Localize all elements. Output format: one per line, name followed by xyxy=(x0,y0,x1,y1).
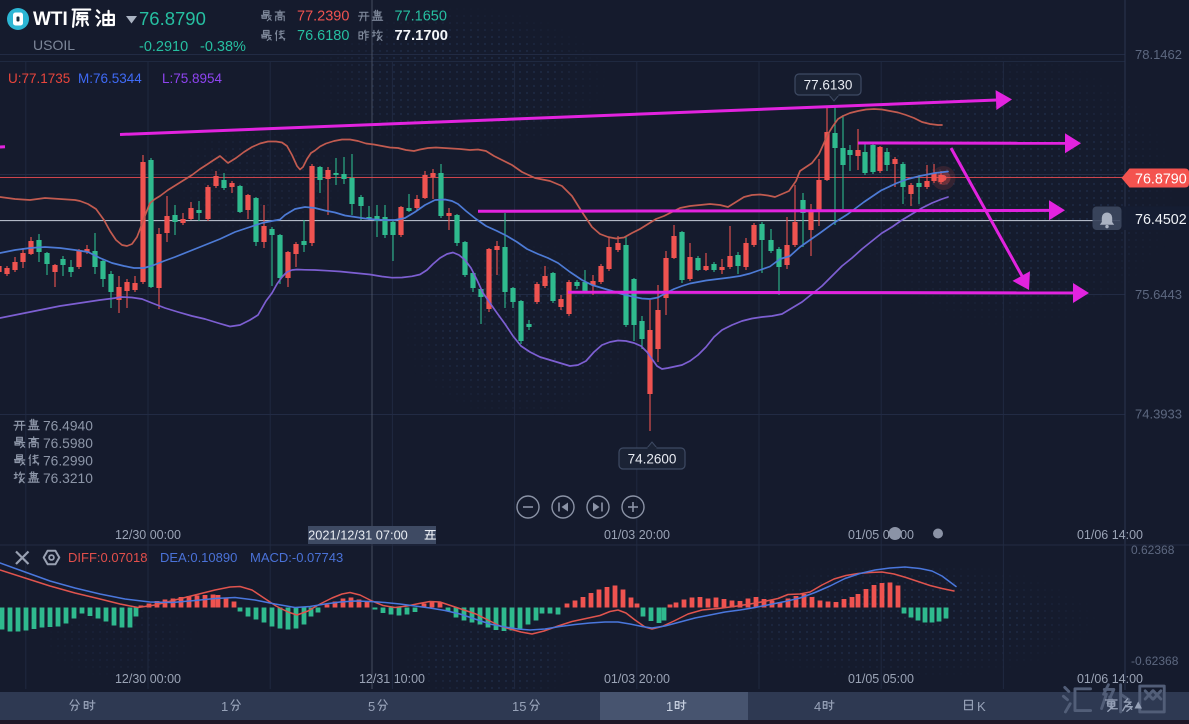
svg-text:78.1462: 78.1462 xyxy=(1135,47,1182,62)
svg-text:76.8790: 76.8790 xyxy=(1135,171,1187,187)
svg-text:01/05 05:00: 01/05 05:00 xyxy=(848,528,914,542)
svg-text:01/03 20:00: 01/03 20:00 xyxy=(604,528,670,542)
svg-text:76.3210: 76.3210 xyxy=(43,471,93,486)
svg-text:DIFF:0.07018: DIFF:0.07018 xyxy=(68,550,148,565)
svg-text:74.2600: 74.2600 xyxy=(628,452,677,467)
svg-text:77.1700: 77.1700 xyxy=(395,28,449,44)
svg-text:-0.38%: -0.38% xyxy=(200,39,246,55)
svg-text:01/06 14:00: 01/06 14:00 xyxy=(1077,528,1143,542)
svg-text:DEA:0.10890: DEA:0.10890 xyxy=(160,550,237,565)
svg-text:01/03 20:00: 01/03 20:00 xyxy=(604,672,670,686)
svg-text:MACD:-0.07743: MACD:-0.07743 xyxy=(250,550,343,565)
svg-text:77.2390: 77.2390 xyxy=(297,8,349,24)
svg-text:2021/12/31 07:00: 2021/12/31 07:00 xyxy=(308,528,408,543)
svg-text:1: 1 xyxy=(666,699,673,714)
svg-text:12/30 00:00: 12/30 00:00 xyxy=(115,672,181,686)
svg-text:15: 15 xyxy=(512,699,526,714)
svg-text:76.5980: 76.5980 xyxy=(43,436,93,451)
svg-text:-0.2910: -0.2910 xyxy=(139,39,188,55)
svg-text:4: 4 xyxy=(814,699,821,714)
svg-text:12/30 00:00: 12/30 00:00 xyxy=(115,528,181,542)
svg-text:77.1650: 77.1650 xyxy=(395,8,447,24)
svg-text:74.3933: 74.3933 xyxy=(1135,407,1182,422)
svg-text:12/31 10:00: 12/31 10:00 xyxy=(359,672,425,686)
svg-text:76.6180: 76.6180 xyxy=(297,28,349,44)
svg-text:75.6443: 75.6443 xyxy=(1135,287,1182,302)
svg-text:U:77.1735: U:77.1735 xyxy=(8,71,70,86)
svg-text:76.4502: 76.4502 xyxy=(1135,212,1187,228)
svg-text:K: K xyxy=(977,699,986,714)
svg-text:76.8790: 76.8790 xyxy=(139,8,206,29)
svg-text:-0.62368: -0.62368 xyxy=(1131,654,1179,668)
svg-text:USOIL: USOIL xyxy=(33,37,75,53)
svg-text:76.2990: 76.2990 xyxy=(43,453,93,468)
svg-text:WTI: WTI xyxy=(33,9,68,30)
svg-text:L:75.8954: L:75.8954 xyxy=(162,71,223,86)
svg-text:01/06 14:00: 01/06 14:00 xyxy=(1077,672,1143,686)
svg-text:01/05 05:00: 01/05 05:00 xyxy=(848,672,914,686)
svg-text:76.4940: 76.4940 xyxy=(43,418,93,433)
svg-text:77.6130: 77.6130 xyxy=(804,78,853,93)
svg-text:0.62368: 0.62368 xyxy=(1131,543,1175,557)
svg-text:M:76.5344: M:76.5344 xyxy=(78,71,142,86)
svg-text:1: 1 xyxy=(221,699,228,714)
svg-text:5: 5 xyxy=(368,699,375,714)
